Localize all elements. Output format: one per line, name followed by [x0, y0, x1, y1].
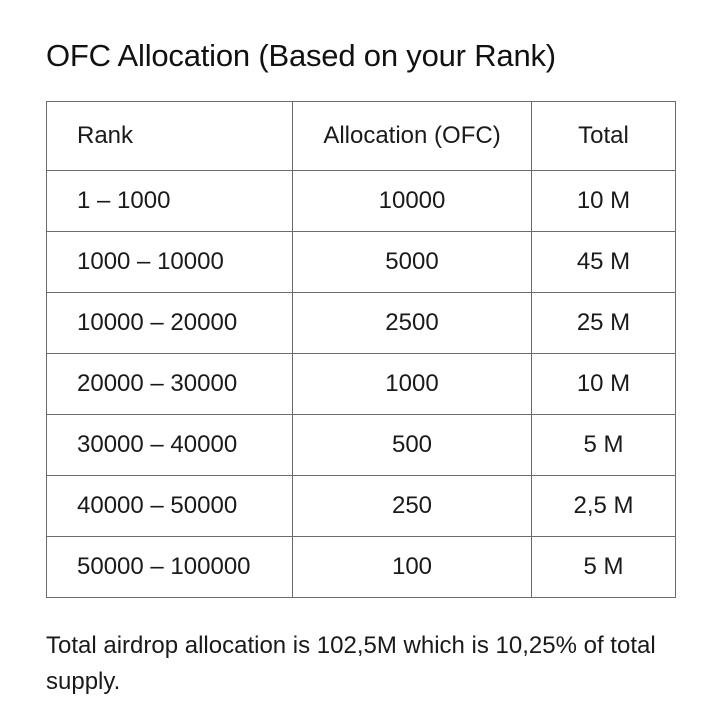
cell-total: 2,5 M	[531, 475, 676, 537]
footer-note: Total airdrop allocation is 102,5M which…	[46, 632, 656, 695]
table-row: 1000 – 10000 5000 45 M	[46, 231, 676, 293]
table-row: 1 – 1000 10000 10 M	[46, 170, 676, 232]
cell-rank: 30000 – 40000	[46, 414, 293, 476]
cell-allocation: 250	[292, 475, 532, 537]
cell-rank: 1 – 1000	[46, 170, 293, 232]
cell-rank: 50000 – 100000	[46, 536, 293, 598]
header-rank: Rank	[46, 101, 293, 171]
cell-total: 45 M	[531, 231, 676, 293]
cell-rank: 20000 – 30000	[46, 353, 293, 415]
cell-total: 10 M	[531, 170, 676, 232]
table-header-row: Rank Allocation (OFC) Total	[46, 101, 676, 171]
header-allocation: Allocation (OFC)	[292, 101, 532, 171]
table-row: 30000 – 40000 500 5 M	[46, 414, 676, 476]
cell-allocation: 10000	[292, 170, 532, 232]
cell-total: 25 M	[531, 292, 676, 354]
cell-total: 5 M	[531, 536, 676, 598]
table-row: 20000 – 30000 1000 10 M	[46, 353, 676, 415]
cell-allocation: 500	[292, 414, 532, 476]
cell-allocation: 5000	[292, 231, 532, 293]
cell-allocation: 100	[292, 536, 532, 598]
cell-total: 5 M	[531, 414, 676, 476]
cell-allocation: 1000	[292, 353, 532, 415]
table-row: 10000 – 20000 2500 25 M	[46, 292, 676, 354]
header-total: Total	[531, 101, 676, 171]
cell-total: 10 M	[531, 353, 676, 415]
cell-allocation: 2500	[292, 292, 532, 354]
cell-rank: 1000 – 10000	[46, 231, 293, 293]
cell-rank: 10000 – 20000	[46, 292, 293, 354]
table-row: 50000 – 100000 100 5 M	[46, 536, 676, 598]
cell-rank: 40000 – 50000	[46, 475, 293, 537]
page-title: OFC Allocation (Based on your Rank)	[46, 38, 556, 73]
table-row: 40000 – 50000 250 2,5 M	[46, 475, 676, 537]
allocation-table: Rank Allocation (OFC) Total 1 – 1000 100…	[46, 101, 676, 598]
